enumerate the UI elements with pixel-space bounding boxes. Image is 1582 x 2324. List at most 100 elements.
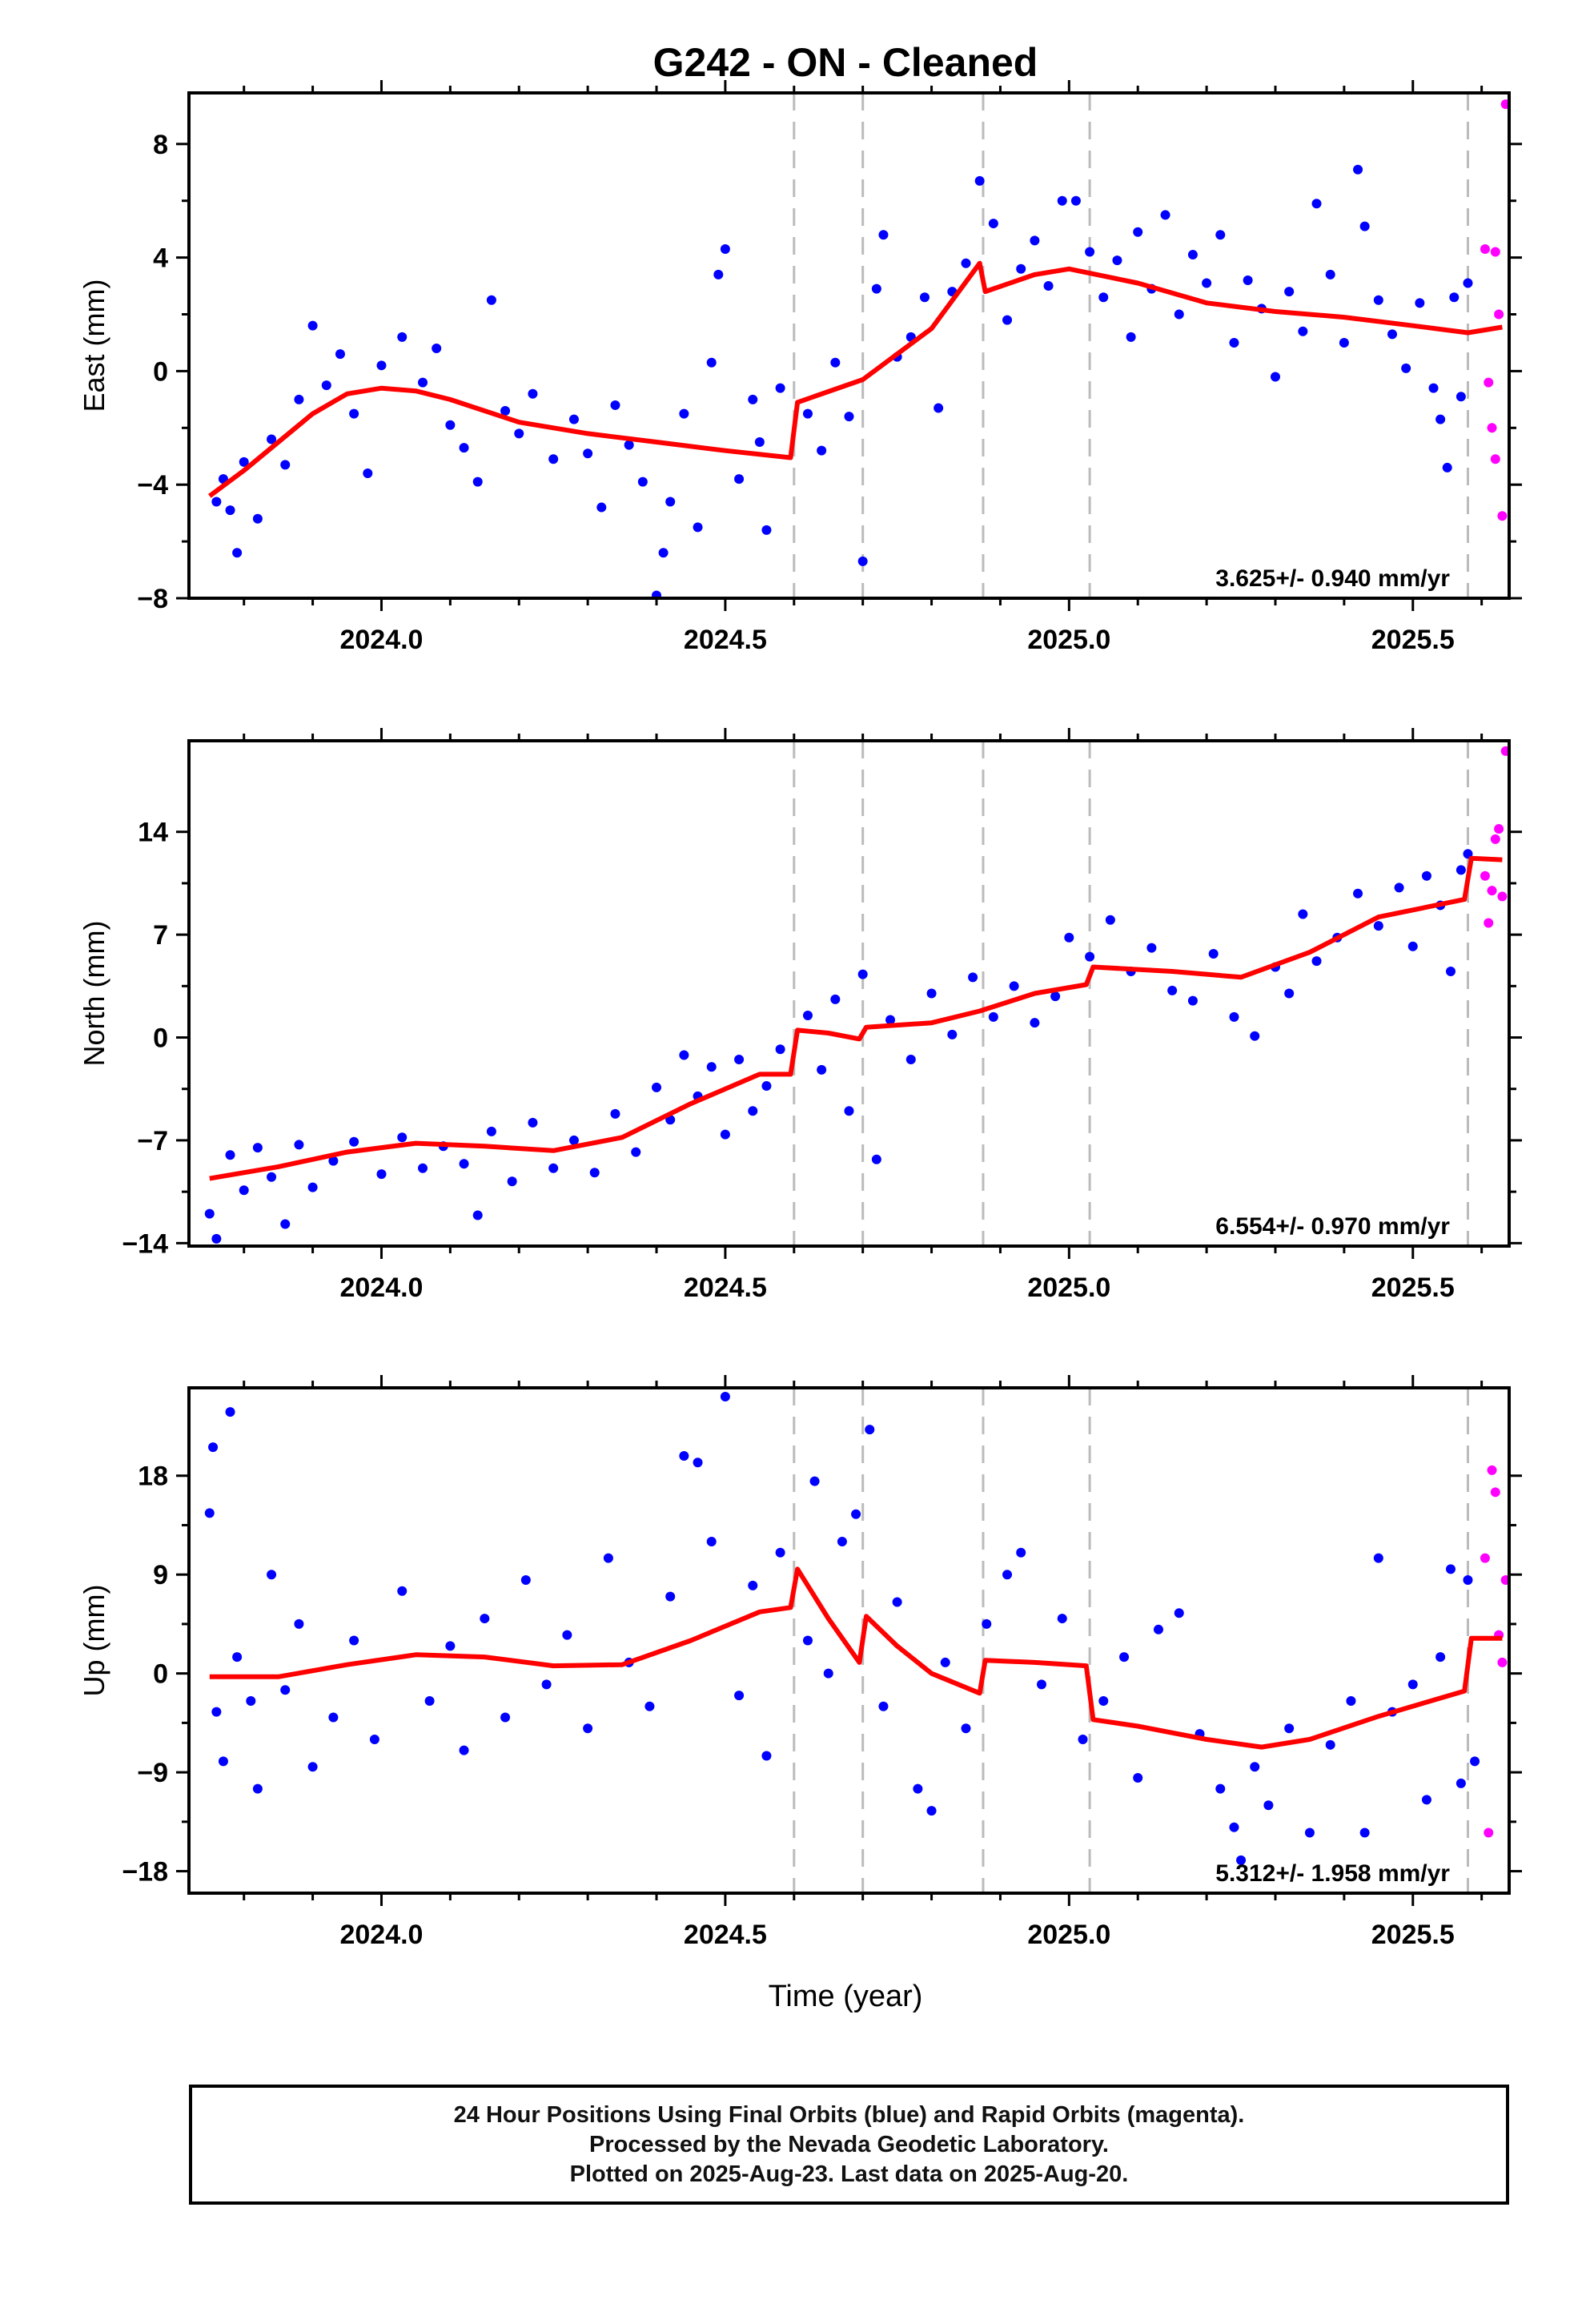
north-final-point <box>610 1108 620 1119</box>
up-final-point <box>1098 1695 1109 1706</box>
north-final-point <box>1187 995 1198 1006</box>
north-final-point <box>294 1140 304 1150</box>
east-final-point <box>1215 230 1226 240</box>
up-final-point <box>1359 1827 1370 1838</box>
north-frame <box>187 739 1511 1248</box>
up-final-point <box>424 1695 435 1706</box>
east-final-point <box>225 505 235 516</box>
north-final-point <box>376 1169 387 1180</box>
north-final-point <box>280 1219 291 1229</box>
east-final-point <box>961 258 971 268</box>
east-x-tick-label: 2024.0 <box>339 625 423 655</box>
up-final-point <box>1002 1570 1013 1580</box>
east-final-point <box>335 349 345 360</box>
north-x-tick-label: 2025.0 <box>1027 1273 1110 1303</box>
north-final-point <box>1407 941 1418 951</box>
east-y-tick-label: −4 <box>137 470 168 501</box>
north-final-point <box>871 1154 881 1164</box>
east-final-point <box>1284 287 1295 297</box>
east-final-point <box>1401 363 1411 373</box>
north-final-point <box>1167 985 1178 995</box>
north-final-point <box>844 1106 854 1116</box>
up-final-point <box>218 1756 228 1767</box>
east-final-point <box>1002 315 1013 325</box>
up-rapid-point <box>1497 1657 1508 1667</box>
east-final-point <box>232 548 243 558</box>
north-model-line <box>209 855 1503 1181</box>
up-final-point <box>307 1762 318 1772</box>
east-final-point <box>211 497 222 507</box>
up-final-point <box>775 1547 785 1558</box>
up-final-point <box>280 1685 291 1695</box>
east-final-point <box>432 344 442 354</box>
up-final-point <box>1078 1734 1088 1744</box>
east-x-tick-label: 2024.5 <box>684 625 767 655</box>
east-final-point <box>1298 326 1308 336</box>
east-final-point <box>1463 278 1473 288</box>
east-final-point <box>1187 250 1198 260</box>
up-final-point <box>369 1734 379 1744</box>
east-final-point <box>734 474 745 485</box>
north-final-point <box>528 1117 538 1128</box>
up-final-point <box>1057 1614 1067 1624</box>
east-final-point <box>252 513 263 524</box>
east-x-tick-label: 2025.0 <box>1027 625 1110 655</box>
north-final-point <box>775 1044 785 1055</box>
east-final-point <box>1428 383 1439 393</box>
east-y-tick-label: −8 <box>137 584 168 614</box>
north-final-point <box>748 1106 758 1116</box>
up-final-point <box>500 1712 511 1723</box>
east-final-point <box>1243 275 1253 285</box>
east-y-tick-label: 0 <box>153 356 168 387</box>
north-final-point <box>679 1050 689 1060</box>
north-rapid-point <box>1490 834 1500 844</box>
north-final-point <box>988 1011 998 1022</box>
north-final-point <box>349 1136 359 1147</box>
up-final-point <box>603 1553 613 1563</box>
east-final-point <box>1085 247 1095 257</box>
up-final-point <box>961 1723 971 1734</box>
up-final-point <box>480 1614 490 1624</box>
east-final-point <box>802 408 813 419</box>
up-final-point <box>541 1679 552 1690</box>
east-final-point <box>280 460 291 470</box>
east-final-point <box>878 230 889 240</box>
east-y-axis-label: East (mm) <box>78 279 110 412</box>
east-frame <box>187 91 1511 600</box>
north-y-axis-label: North (mm) <box>78 921 110 1067</box>
east-final-point <box>596 502 607 513</box>
north-final-point <box>507 1176 517 1187</box>
north-final-point <box>1208 948 1219 959</box>
east-final-point <box>1202 278 1212 288</box>
up-final-point <box>1407 1679 1418 1690</box>
east-final-point <box>844 412 854 422</box>
east-final-point <box>568 414 579 424</box>
up-x-tick-label: 2025.0 <box>1027 1920 1110 1950</box>
up-final-point <box>865 1425 875 1435</box>
north-final-point <box>1105 915 1115 925</box>
up-final-point <box>734 1691 745 1701</box>
north-y-tick-label: 0 <box>153 1023 168 1054</box>
up-final-point <box>1284 1723 1295 1734</box>
east-final-point <box>1160 210 1170 220</box>
up-y-tick-label: 9 <box>153 1560 168 1590</box>
north-final-point <box>1456 865 1466 875</box>
up-final-point <box>837 1537 847 1547</box>
up-final-point <box>1456 1778 1466 1788</box>
up-final-point <box>225 1407 235 1417</box>
up-final-point <box>1445 1564 1456 1574</box>
panels: 2024.0 2024.5 2025.0 2025.5 8 4 0 −4 −8 East (mm)… <box>78 80 1522 1950</box>
up-final-point <box>294 1618 304 1629</box>
up-y-tick-label: −18 <box>122 1857 168 1888</box>
east-final-point <box>679 408 689 419</box>
north-final-point <box>397 1132 408 1143</box>
north-final-point <box>589 1168 600 1178</box>
east-final-point <box>363 468 373 479</box>
east-final-point <box>624 440 634 450</box>
north-x-tick-label: 2024.0 <box>339 1273 423 1303</box>
east-final-point <box>1311 199 1322 209</box>
north-rapid-point <box>1487 886 1497 896</box>
east-final-point <box>919 292 930 303</box>
east-rapid-point <box>1487 423 1497 433</box>
north-rapid-point <box>1494 824 1504 834</box>
